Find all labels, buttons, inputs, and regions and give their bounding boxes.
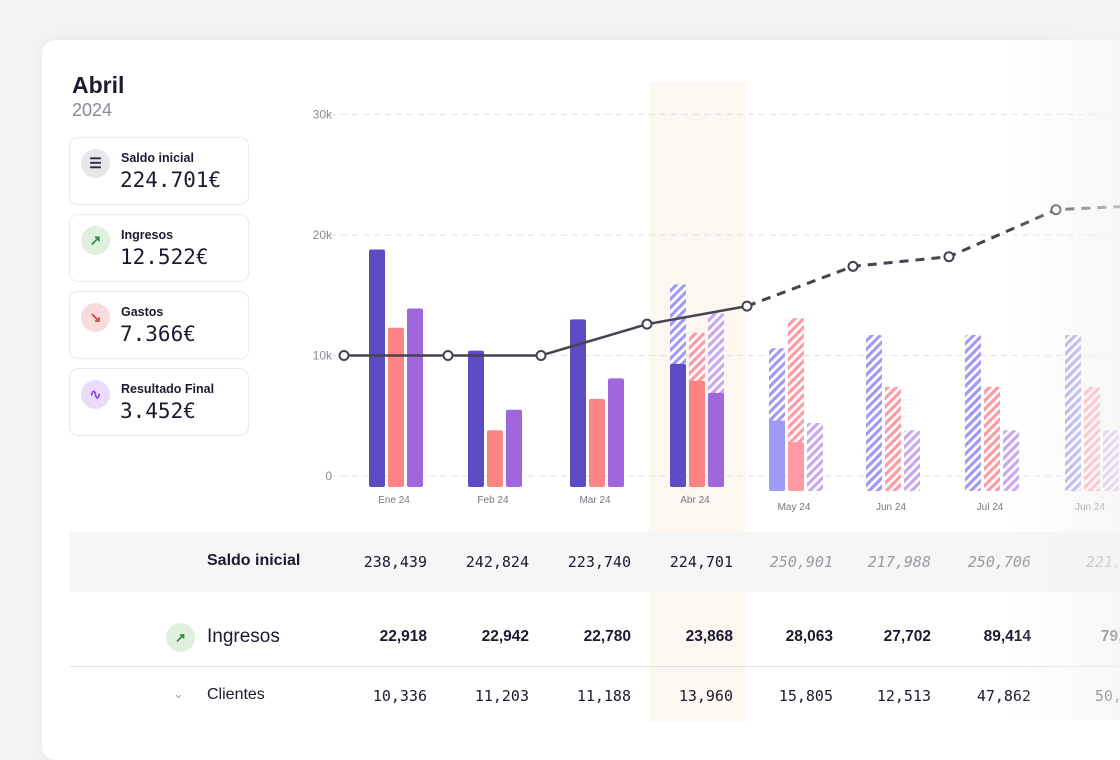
- x-tick-label: Ene 24: [378, 495, 410, 506]
- table-cell: 13,960: [678, 687, 733, 705]
- bar[interactable]: [589, 398, 605, 487]
- x-tick-label: Mar 24: [579, 495, 611, 506]
- table-cell: 15,805: [778, 687, 833, 705]
- table-cell: 22,918: [379, 628, 427, 645]
- y-tick-label: 30k: [313, 108, 333, 122]
- x-tick-label: Jul 24: [977, 502, 1004, 513]
- bar[interactable]: [670, 363, 686, 487]
- x-tick-label: Jun 24: [876, 502, 906, 513]
- line-point[interactable]: [442, 350, 454, 361]
- table-cell: 10,336: [372, 687, 427, 705]
- arrow-down-right-icon: ↘: [81, 303, 110, 332]
- kpi-label: Ingresos: [121, 228, 174, 242]
- table-cell: 22,780: [583, 628, 631, 645]
- table-cell: 23,868: [685, 628, 733, 645]
- forecast-bar: [965, 335, 981, 491]
- line-point[interactable]: [943, 251, 955, 263]
- kpi-card[interactable]: ↘ Gastos 7.366€: [69, 291, 249, 359]
- bar[interactable]: [407, 308, 423, 487]
- table-cell: 11,203: [474, 687, 529, 705]
- table-row-saldo-inicial: [70, 532, 1120, 592]
- divider: [70, 666, 1120, 667]
- line-point[interactable]: [535, 350, 547, 361]
- bar[interactable]: [689, 380, 705, 487]
- x-tick-label: May 24: [778, 502, 811, 513]
- row-label: Ingresos: [207, 625, 280, 647]
- row-label: Clientes: [207, 686, 265, 704]
- table-cell: 238,439: [363, 553, 427, 571]
- forecast-bar: [807, 422, 823, 491]
- bar[interactable]: [788, 442, 804, 491]
- page-year: 2024: [72, 100, 113, 120]
- x-tick-label: Abr 24: [680, 495, 710, 506]
- table-cell: 22,942: [481, 628, 529, 645]
- y-tick-label: 0: [325, 469, 332, 483]
- chevron-down-icon[interactable]: ⌄: [173, 686, 184, 701]
- chart: 0 10k 20k 30k Ene 24 Feb 24 Mar 24 Abr 24 May 24…: [313, 108, 1120, 513]
- row-label: Saldo inicial: [207, 552, 301, 570]
- forecast-bar: [866, 335, 882, 491]
- y-tick-label: 10k: [313, 349, 333, 363]
- wave-icon: ∿: [81, 380, 110, 409]
- bar[interactable]: [570, 319, 586, 487]
- x-tick-label: Feb 24: [477, 495, 509, 506]
- table-cell: 224,701: [669, 553, 733, 571]
- bar[interactable]: [769, 420, 785, 491]
- kpi-card[interactable]: ☰ Saldo inicial 224.701€: [69, 137, 249, 205]
- table-cell: 250,901: [769, 553, 833, 571]
- table-cell: 27,702: [883, 628, 931, 645]
- line-point[interactable]: [847, 260, 859, 272]
- kpi-value: 12.522€: [120, 245, 209, 269]
- kpi-label: Gastos: [121, 305, 164, 319]
- line-point[interactable]: [641, 318, 653, 330]
- kpi-value: 3.452€: [120, 399, 196, 423]
- kpi-value: 224.701€: [120, 168, 222, 192]
- balance-line: [344, 304, 748, 357]
- y-tick-label: 20k: [313, 228, 333, 242]
- arrow-up-right-icon: ↗: [166, 623, 195, 652]
- kpi-value: 7.366€: [120, 322, 196, 346]
- forecast-bar: [904, 430, 920, 491]
- bar[interactable]: [388, 327, 404, 487]
- arrow-up-right-icon: ↗: [81, 226, 110, 255]
- table-cell: 28,063: [785, 628, 833, 645]
- forecast-bar: [984, 386, 1000, 491]
- bar[interactable]: [487, 430, 503, 487]
- table-cell: 217,988: [867, 553, 931, 571]
- table-cell: 12,513: [876, 687, 931, 705]
- bar[interactable]: [369, 249, 385, 487]
- page-title: Abril: [72, 72, 125, 98]
- bar[interactable]: [468, 350, 484, 487]
- bar[interactable]: [608, 378, 624, 487]
- kpi-card[interactable]: ∿ Resultado Final 3.452€: [69, 368, 249, 436]
- table-cell: 223,740: [567, 553, 631, 571]
- kpi-label: Saldo inicial: [121, 151, 194, 165]
- kpi-card[interactable]: ↗ Ingresos 12.522€: [69, 214, 249, 282]
- bar[interactable]: [708, 392, 724, 487]
- table-cell: 11,188: [576, 687, 631, 705]
- line-point[interactable]: [741, 300, 753, 312]
- forecast-bar: [885, 386, 901, 491]
- kpi-label: Resultado Final: [121, 382, 215, 396]
- bar[interactable]: [506, 409, 522, 487]
- fade-overlay: [1010, 0, 1120, 720]
- line-point[interactable]: [338, 350, 350, 361]
- stack-icon: ☰: [81, 149, 110, 178]
- table-cell: 242,824: [465, 553, 529, 571]
